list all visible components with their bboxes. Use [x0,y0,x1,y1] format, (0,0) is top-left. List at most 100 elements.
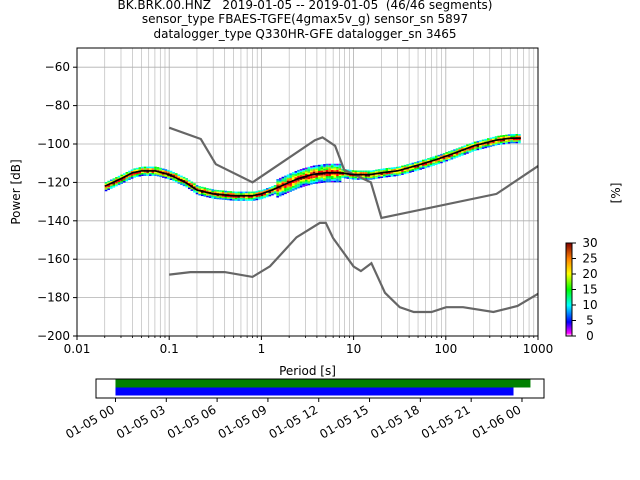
psd-density-cell [440,160,443,162]
psd-density-cell [481,139,485,142]
psd-density-cell [112,178,116,180]
psd-density-cell [109,181,113,183]
psd-density-cell [239,197,243,200]
psd-density-cell [393,174,396,177]
psd-density-cell [117,175,121,178]
psd-density-cell [297,179,300,181]
psd-density-cell [138,174,142,177]
psd-density-cell [484,143,487,146]
psd-density-cell [130,175,134,178]
colorbar-tick-label: 30 [582,236,597,250]
psd-density-cell [159,167,162,170]
psd-density-cell [429,164,433,167]
psd-density-cell [317,167,321,170]
psd-density-cell [398,167,402,170]
psd-density-cell [263,193,266,196]
psd-density-cell [239,199,243,201]
psd-density-cell [510,140,513,142]
psd-density-cell [468,148,472,150]
psd-density-cell [351,176,355,178]
psd-density-cell [403,171,407,173]
psd-density-cell [362,175,365,177]
psd-density-cell [442,157,446,160]
psd-density-cell [294,171,298,173]
psd-density-cell [122,179,126,182]
psd-density-cell [330,168,334,170]
psd-density-cell [336,169,339,172]
psd-density-cell [299,181,303,183]
psd-density-cell [333,166,337,169]
psd-density-cell [414,166,417,169]
psd-density-cell [245,196,248,198]
psd-density-cell [278,177,282,180]
psd-density-cell [317,174,321,176]
psd-density-cell [471,147,474,149]
psd-density-cell [395,166,399,169]
psd-density-cell [281,192,285,194]
psd-density-cell [380,174,383,177]
psd-density-cell [211,189,214,191]
psd-density-cell [375,169,378,172]
psd-density-cell [317,164,321,167]
psd-density-cell [359,178,363,180]
psd-density-cell [385,168,389,170]
psd-density-cell [226,190,230,193]
psd-density-cell [395,174,399,177]
psd-density-cell [198,193,201,196]
psd-density-cell [479,146,482,148]
psd-density-cell [494,136,498,138]
psd-density-cell [315,166,318,169]
psd-density-cell [375,174,378,176]
psd-density-cell [258,196,261,199]
psd-density-cell [507,134,511,136]
psd-density-cell [206,192,209,195]
psd-density-cell [258,198,261,200]
psd-density-cell [161,176,165,178]
psd-density-cell [213,197,217,200]
time-tick-label: 01-05 09 [216,402,270,441]
psd-density-cell [208,196,212,198]
psd-density-cell [393,173,396,175]
psd-density-cell [325,180,329,183]
psd-density-cell [169,170,173,173]
psd-density-cell [398,166,402,168]
psd-density-cell [265,195,269,198]
psd-density-cell [174,180,178,183]
psd-density-cell [390,167,394,170]
psd-density-cell [159,169,162,171]
psd-density-cell [512,138,516,141]
psd-density-cell [291,175,295,177]
psd-density-cell [336,172,339,175]
psd-density-cell [442,153,446,155]
x-axis-ticks: 0.01 0.1 1 10 100 1000 [64,336,553,356]
psd-density-cell [390,168,394,171]
psd-density-cell [291,176,295,179]
psd-density-cell [494,137,498,140]
psd-density-cell [476,147,480,149]
psd-density-cell [195,185,199,187]
psd-density-cell [193,186,196,188]
psd-density-cell [486,145,490,148]
grid [76,48,538,337]
psd-density-cell [416,162,420,165]
psd-density-cell [193,189,196,192]
psd-density-cell [237,197,240,200]
psd-density-cell [304,173,308,176]
psd-density-cell [408,164,412,167]
psd-density-cell [312,165,316,168]
psd-density-cell [148,172,152,175]
psd-density-cell [268,187,272,189]
psd-density-cell [419,165,422,167]
psd-density-cell [172,179,175,182]
psd-density-cell [481,145,485,148]
psd-density-cell [505,134,508,137]
psd-density-cell [208,194,212,197]
psd-density-cell [310,166,313,168]
psd-density-cell [325,176,329,178]
psd-density-cell [333,177,337,180]
psd-density-cell [302,185,305,187]
psd-density-cell [278,187,282,189]
psd-density-cell [190,187,194,190]
psd-density-cell [515,138,519,141]
